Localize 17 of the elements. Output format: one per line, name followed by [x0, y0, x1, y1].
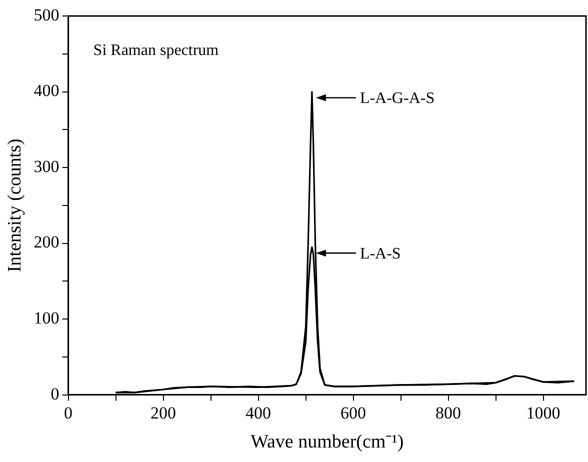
- y-tick-label: 400: [34, 81, 60, 100]
- y-axis-title: Intensity (counts): [4, 138, 26, 272]
- x-tick-label: 200: [150, 403, 176, 422]
- y-tick-label: 0: [50, 384, 60, 404]
- x-tick-label: 600: [340, 403, 366, 422]
- x-axis-title: Wave number(cm⁻¹): [250, 432, 404, 453]
- y-tick-label: 300: [34, 156, 60, 176]
- x-tick-label: 800: [436, 403, 462, 422]
- x-tick-label: 0: [64, 403, 73, 422]
- legend-label: L-A-G-A-S: [360, 90, 435, 107]
- legend-label: L-A-S: [360, 245, 401, 262]
- annotation: Si Raman spectrum: [93, 42, 220, 60]
- x-tick-label: 400: [246, 403, 272, 422]
- y-tick-label: 100: [34, 308, 60, 328]
- y-tick-label: 500: [34, 5, 60, 24]
- x-tick-label: 1000: [526, 403, 560, 422]
- y-tick-label: 200: [34, 232, 60, 252]
